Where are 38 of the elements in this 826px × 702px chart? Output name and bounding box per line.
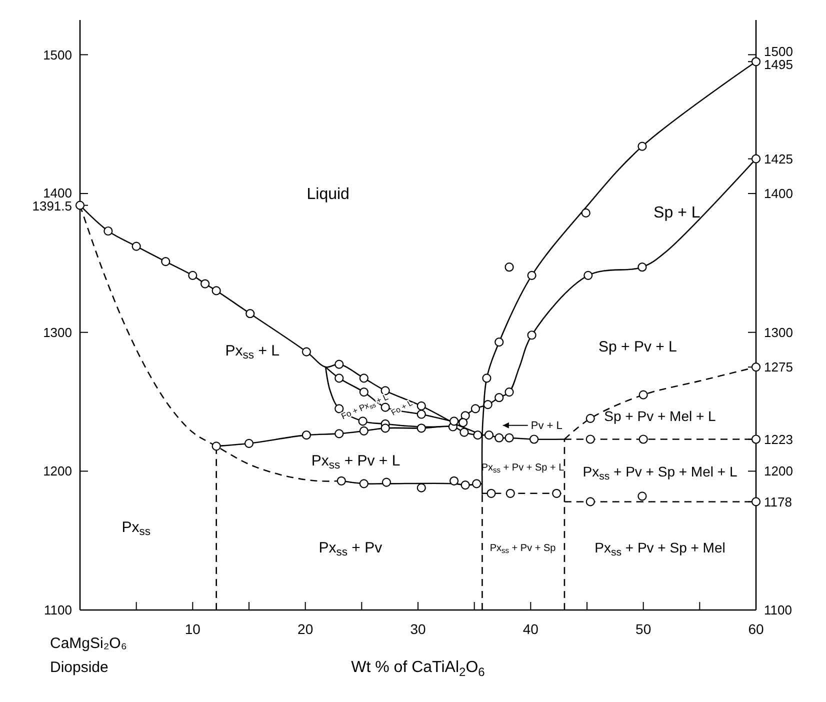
y2-tick-label: 1425 — [764, 151, 793, 166]
annotation: Px$_{ss}$ + Pv + Sp — [490, 542, 556, 556]
y2-tick-label: 1275 — [764, 360, 793, 375]
y-tick-label: 1300 — [43, 324, 72, 340]
y2-tick-label: 1400 — [764, 186, 793, 202]
x-tick-label: 30 — [410, 621, 426, 637]
annotation: Pv + L — [530, 420, 562, 432]
annotation: Px$_{ss}$ + Pv + Sp + Mel + L — [582, 463, 738, 483]
y-tick-label: 1391.5 — [32, 198, 72, 214]
annotation: Sp + Pv + Mel + L — [604, 408, 716, 424]
y-tick-label: 1100 — [44, 602, 72, 618]
y2-tick-label: 1223 — [764, 432, 793, 447]
x-tick-label: 40 — [522, 621, 539, 637]
annotation: Px$_{ss}$ + L — [225, 342, 280, 362]
y2-tick-label: 1178 — [764, 494, 792, 510]
x-axis-title: Wt % of CaTiAl$_{2}$O$_{6}$ — [351, 659, 486, 679]
y2-tick-label: 1200 — [764, 464, 793, 479]
x-tick-label: 10 — [184, 621, 201, 637]
y-tick-label: 1400 — [43, 185, 72, 200]
y2-tick-label: 1300 — [764, 324, 793, 340]
annotation: Liquid — [306, 186, 350, 204]
annotation: Px$_{ss}$ — [122, 519, 151, 538]
y2-tick-label: 1100 — [764, 602, 792, 618]
annotation: Sp + L — [654, 204, 700, 222]
x-tick-label: 20 — [298, 621, 314, 637]
annotation: Fo + L — [390, 398, 415, 418]
annotation: Sp + Pv + L — [598, 338, 677, 356]
y-tick-label: 1200 — [43, 464, 72, 479]
text: Diopside — [50, 659, 108, 676]
annotation: Px$_{ss}$ + Pv — [318, 540, 383, 560]
y2-tick-label: 1500 — [764, 44, 793, 60]
x-tick-label: 50 — [636, 621, 652, 637]
text: CaMgSi₂O₆ — [50, 635, 127, 652]
x-tick-label: 60 — [748, 621, 764, 637]
annotation: Px$_{ss}$ + Pv + Sp + Mel — [594, 539, 726, 559]
y-tick-label: 1500 — [43, 47, 72, 62]
annotation: Px$_{ss}$ + Pv + L — [311, 452, 400, 472]
y2-tick-label: 1495 — [764, 57, 793, 72]
